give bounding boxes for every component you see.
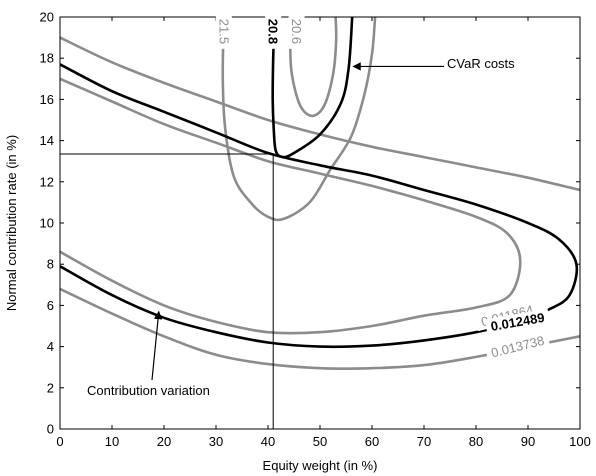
x-tick-label-40: 40 bbox=[261, 434, 275, 449]
contour-label-0-013738: 0.013738 bbox=[489, 333, 545, 361]
contour-line-0-012489-seg-0 bbox=[60, 63, 579, 349]
contour-line-20-6-seg-0 bbox=[289, 17, 338, 118]
y-tick-label-6: 6 bbox=[47, 298, 54, 313]
y-tick-label-12: 12 bbox=[40, 174, 54, 189]
y-tick-label-2: 2 bbox=[47, 380, 54, 395]
contour-label-group-20-6: 20.6 bbox=[288, 14, 305, 49]
x-tick-label-80: 80 bbox=[469, 434, 483, 449]
y-tick-label-20: 20 bbox=[40, 10, 54, 25]
y-tick-label-10: 10 bbox=[40, 216, 54, 231]
optimum-crosshair bbox=[60, 153, 274, 429]
x-tick-label-50: 50 bbox=[313, 434, 327, 449]
contour-line-20-8-seg-0 bbox=[271, 17, 354, 159]
x-tick-label-70: 70 bbox=[417, 434, 431, 449]
contour-label-group-20-8: 20.8 bbox=[265, 14, 282, 49]
y-tick-label-18: 18 bbox=[40, 51, 54, 66]
x-tick-label-60: 60 bbox=[365, 434, 379, 449]
y-axis-label: Normal contribution rate (in %) bbox=[4, 135, 19, 311]
x-tick-label-10: 10 bbox=[105, 434, 119, 449]
contribution-variation-arrow bbox=[151, 310, 163, 381]
cvar-annotation: CVaR costs bbox=[352, 56, 515, 71]
contour-label-bg-0-012489 bbox=[484, 308, 551, 336]
contour-line-0-011864-seg-0 bbox=[60, 77, 522, 335]
contour-label-20-6: 20.6 bbox=[289, 19, 304, 44]
x-tick-label-90: 90 bbox=[521, 434, 535, 449]
y-tick-label-4: 4 bbox=[47, 339, 54, 354]
y-tick-label-16: 16 bbox=[40, 92, 54, 107]
y-tick-label-8: 8 bbox=[47, 257, 54, 272]
contribution-annotation: Contribution variation bbox=[87, 310, 210, 398]
x-tick-label-20: 20 bbox=[157, 434, 171, 449]
contour-label-21-5: 21.5 bbox=[216, 19, 231, 44]
x-tick-label-30: 30 bbox=[209, 434, 223, 449]
x-axis-label: Equity weight (in %) bbox=[263, 458, 378, 473]
cvar-costs-label: CVaR costs bbox=[447, 56, 515, 71]
contour-label-bg-0-013738 bbox=[484, 331, 551, 363]
contour-label-bg-20-6 bbox=[288, 14, 305, 49]
y-tick-label-14: 14 bbox=[40, 133, 54, 148]
contour-label-bg-20-8 bbox=[265, 14, 282, 49]
y-tick-label-0: 0 bbox=[47, 422, 54, 437]
contour-label-bg-21-5 bbox=[215, 14, 232, 49]
x-axis-ticks: 0 10 20 30 40 50 60 70 80 90 100 bbox=[56, 17, 591, 449]
x-tick-label-100: 100 bbox=[569, 434, 591, 449]
contour-label-20-8: 20.8 bbox=[266, 19, 281, 44]
y-axis-ticks: 0 2 4 6 8 10 12 14 16 18 20 bbox=[40, 10, 580, 437]
contribution-variation-label: Contribution variation bbox=[87, 383, 210, 398]
contour-label-group-0-013738: 0.013738 bbox=[484, 331, 551, 363]
contour-line-21-5-seg-0 bbox=[221, 17, 377, 222]
x-tick-label-0: 0 bbox=[56, 434, 63, 449]
contour-label-group-21-5: 21.5 bbox=[215, 14, 232, 49]
contour-lines bbox=[60, 17, 580, 370]
